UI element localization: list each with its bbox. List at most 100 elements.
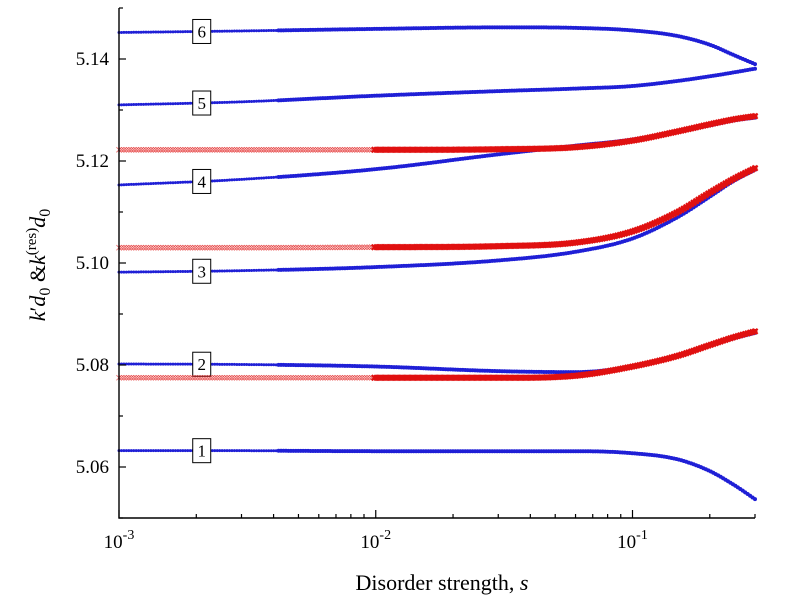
point-res-1-35 — [202, 374, 208, 381]
point-5-24 — [176, 102, 180, 106]
point-res-2-56 — [253, 244, 260, 251]
point-res-1-101 — [364, 374, 370, 381]
point-2-18 — [161, 362, 165, 366]
point-2-17 — [159, 362, 163, 366]
point-res-2-85 — [324, 244, 331, 251]
point-2-53 — [247, 363, 251, 367]
point-2-11 — [144, 362, 148, 366]
point-res-2-46 — [229, 244, 235, 251]
point-res-3-90 — [337, 146, 343, 153]
point-5-1 — [119, 103, 123, 107]
point-3-20 — [166, 270, 170, 274]
point-4-7 — [134, 182, 138, 186]
point-res-3-68 — [283, 146, 289, 153]
point-1-6 — [132, 449, 136, 453]
point-6-19 — [164, 30, 168, 34]
point-res-2-42 — [219, 244, 226, 251]
point-6-40 — [215, 29, 219, 33]
point-res-2-22 — [170, 244, 176, 251]
point-6-25 — [178, 30, 182, 34]
point-res-3-75 — [300, 146, 307, 153]
point-res-1-15 — [152, 374, 159, 381]
point-5-23 — [173, 102, 177, 106]
point-4-1 — [119, 183, 123, 187]
point-1-52 — [245, 449, 249, 453]
point-5-13 — [149, 102, 153, 106]
point-6-54 — [250, 29, 254, 33]
point-3-28 — [186, 269, 190, 273]
point-2-41 — [218, 362, 222, 366]
x-tick-label--2: 10-2 — [360, 528, 391, 553]
point-3-10 — [142, 270, 146, 274]
point-4-44 — [225, 178, 229, 182]
point-3-60 — [264, 268, 268, 272]
point-res-3-53 — [246, 146, 253, 153]
point-res-2-28 — [184, 244, 191, 251]
point-5-60 — [264, 99, 268, 103]
point-res-1-50 — [238, 374, 245, 381]
point-res-1-75 — [300, 374, 307, 381]
point-2-62 — [269, 363, 273, 367]
point-res-2-62 — [268, 244, 275, 251]
point-res-3-72 — [292, 146, 299, 153]
point-res-1-32 — [194, 374, 201, 381]
point-res-1-82 — [317, 374, 324, 381]
point-4-11 — [144, 182, 148, 186]
point-3-46 — [230, 269, 234, 273]
point-2-43 — [223, 362, 227, 366]
point-3-52 — [245, 269, 249, 273]
point-6-38 — [210, 29, 214, 33]
series-3: 3 — [117, 167, 757, 284]
y-title-prime: ′ — [25, 307, 50, 312]
point-res-1-38 — [209, 374, 216, 381]
point-res-2-50 — [238, 244, 245, 251]
point-4-20 — [166, 181, 170, 185]
line-res-3 — [383, 113, 758, 153]
point-6-62 — [269, 29, 273, 33]
point-res-1-88 — [332, 374, 339, 381]
point-3-50 — [240, 269, 244, 273]
point-5-41 — [218, 101, 222, 105]
point-res-1-26 — [179, 374, 186, 381]
point-6-60 — [264, 29, 268, 33]
point-2-29 — [188, 362, 192, 366]
y-tick-label-5.08: 5.08 — [76, 355, 109, 376]
point-res-1-30 — [189, 374, 196, 381]
curve-label-box-3 — [192, 258, 212, 284]
point-4-50 — [240, 177, 244, 181]
point-1-55 — [252, 449, 256, 453]
point-3-12 — [146, 270, 150, 274]
point-3-38 — [210, 269, 214, 273]
point-res-2-39 — [211, 244, 218, 251]
point-res-3-81 — [314, 146, 321, 153]
point-res-2-19 — [162, 244, 169, 251]
point-res-1-92 — [341, 374, 348, 381]
point-1-45 — [228, 449, 232, 453]
point-4-42 — [220, 178, 224, 182]
point-res-2-27 — [182, 244, 189, 251]
point-1-48 — [235, 449, 239, 453]
point-6-22 — [171, 30, 175, 34]
point-res-3-39 — [211, 146, 218, 153]
point-6-21 — [169, 30, 173, 34]
point-res-1-41 — [216, 374, 223, 381]
point-6-27 — [183, 30, 187, 34]
point-res-2-15 — [152, 244, 159, 251]
point-res-2-77 — [305, 244, 311, 251]
point-res-1-8 — [135, 374, 142, 381]
point-6-56 — [255, 29, 259, 33]
point-res-2-48 — [233, 244, 240, 251]
point-6-17 — [159, 30, 163, 34]
point-4-59 — [262, 176, 266, 180]
point-5-26 — [181, 101, 185, 105]
point-4-8 — [137, 182, 141, 186]
point-1-50 — [240, 449, 244, 453]
point-4-52 — [245, 177, 249, 181]
point-res-3-9 — [138, 146, 145, 153]
point-6-39 — [213, 29, 217, 33]
point-1-54 — [250, 449, 254, 453]
y-title-sub2: 0 — [37, 209, 54, 217]
curve-label-2: 2 — [197, 355, 206, 374]
point-res-1-87 — [329, 374, 336, 381]
